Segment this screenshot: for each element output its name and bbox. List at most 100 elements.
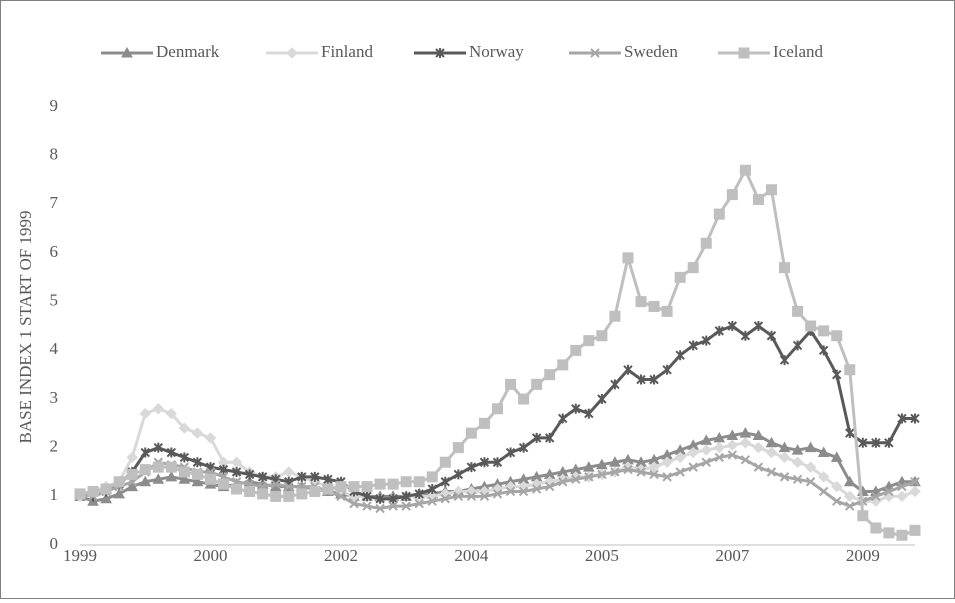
data-point — [661, 456, 673, 468]
data-point — [845, 428, 855, 439]
data-point — [466, 462, 477, 473]
y-tick-label: 2 — [50, 437, 59, 456]
data-point — [688, 462, 698, 472]
data-point — [582, 461, 595, 472]
data-point — [439, 456, 451, 468]
data-point — [622, 252, 634, 264]
data-point — [139, 464, 151, 476]
y-tick-label: 3 — [50, 388, 59, 407]
data-point — [804, 461, 817, 473]
y-tick-label: 4 — [50, 339, 59, 358]
data-point — [883, 527, 895, 539]
data-point — [531, 432, 542, 443]
data-point — [100, 492, 112, 504]
data-point — [374, 478, 386, 490]
data-point — [518, 442, 529, 453]
data-point — [726, 189, 738, 201]
data-point — [388, 493, 398, 504]
data-point — [400, 476, 412, 488]
data-point — [557, 359, 569, 371]
data-point — [401, 491, 411, 502]
data-point — [427, 484, 437, 495]
data-point — [688, 340, 698, 351]
legend-label: Norway — [469, 42, 524, 61]
data-point — [740, 330, 751, 341]
data-point — [765, 184, 777, 196]
data-point — [752, 429, 765, 440]
y-tick-label: 8 — [50, 145, 59, 164]
data-point — [832, 496, 842, 506]
y-tick-label: 0 — [50, 534, 59, 553]
data-point — [870, 522, 882, 534]
data-point — [753, 321, 764, 331]
data-point — [479, 491, 490, 502]
data-point — [518, 393, 530, 405]
data-point — [726, 439, 739, 451]
data-point — [843, 475, 856, 487]
data-point — [401, 501, 411, 511]
data-point — [674, 451, 686, 464]
data-point — [752, 441, 765, 454]
data-point — [597, 394, 607, 404]
data-point — [139, 407, 151, 420]
data-point — [74, 488, 86, 500]
data-point — [792, 474, 803, 485]
data-point — [492, 457, 503, 468]
data-point — [858, 437, 868, 448]
data-point — [361, 481, 373, 493]
data-point — [191, 475, 204, 487]
data-point — [87, 485, 99, 497]
data-point — [571, 474, 581, 485]
data-point — [375, 493, 385, 504]
data-point — [830, 451, 843, 462]
data-point — [675, 467, 685, 477]
data-point — [727, 450, 738, 460]
data-point — [909, 524, 921, 536]
data-point — [440, 494, 451, 504]
data-point — [897, 481, 907, 492]
y-tick-label: 1 — [50, 485, 59, 504]
y-tick-label: 7 — [50, 193, 59, 212]
data-point — [752, 193, 764, 205]
x-tick-label: 1999 — [63, 546, 97, 565]
data-point — [845, 501, 855, 511]
data-point — [765, 446, 778, 459]
data-point — [910, 413, 920, 424]
data-point — [375, 503, 385, 514]
data-point — [452, 442, 464, 454]
data-point — [687, 446, 699, 459]
data-point — [113, 487, 125, 499]
data-point — [832, 369, 842, 380]
data-point — [805, 320, 817, 332]
data-point — [218, 464, 229, 475]
data-point — [492, 489, 503, 499]
data-point — [909, 485, 921, 498]
data-point — [701, 457, 711, 467]
data-point — [178, 422, 191, 434]
data-point — [388, 501, 398, 511]
data-point — [739, 164, 751, 176]
data-point — [584, 408, 594, 419]
data-point — [674, 271, 686, 283]
data-point — [322, 483, 334, 495]
data-point — [570, 344, 582, 356]
data-point — [897, 413, 907, 424]
data-point — [505, 378, 517, 390]
data-point — [713, 431, 726, 443]
data-point — [700, 444, 712, 456]
data-point — [362, 501, 372, 511]
data-point — [597, 469, 607, 480]
data-point — [414, 488, 424, 499]
data-point — [152, 461, 164, 473]
data-point — [714, 452, 725, 463]
data-point — [818, 345, 829, 356]
data-point — [831, 330, 843, 342]
data-point — [675, 350, 685, 361]
data-point — [453, 469, 464, 480]
data-point — [700, 434, 713, 445]
x-tick-label: 2002 — [324, 546, 358, 565]
data-point — [727, 321, 738, 331]
data-point — [413, 476, 425, 488]
data-point — [713, 441, 726, 454]
